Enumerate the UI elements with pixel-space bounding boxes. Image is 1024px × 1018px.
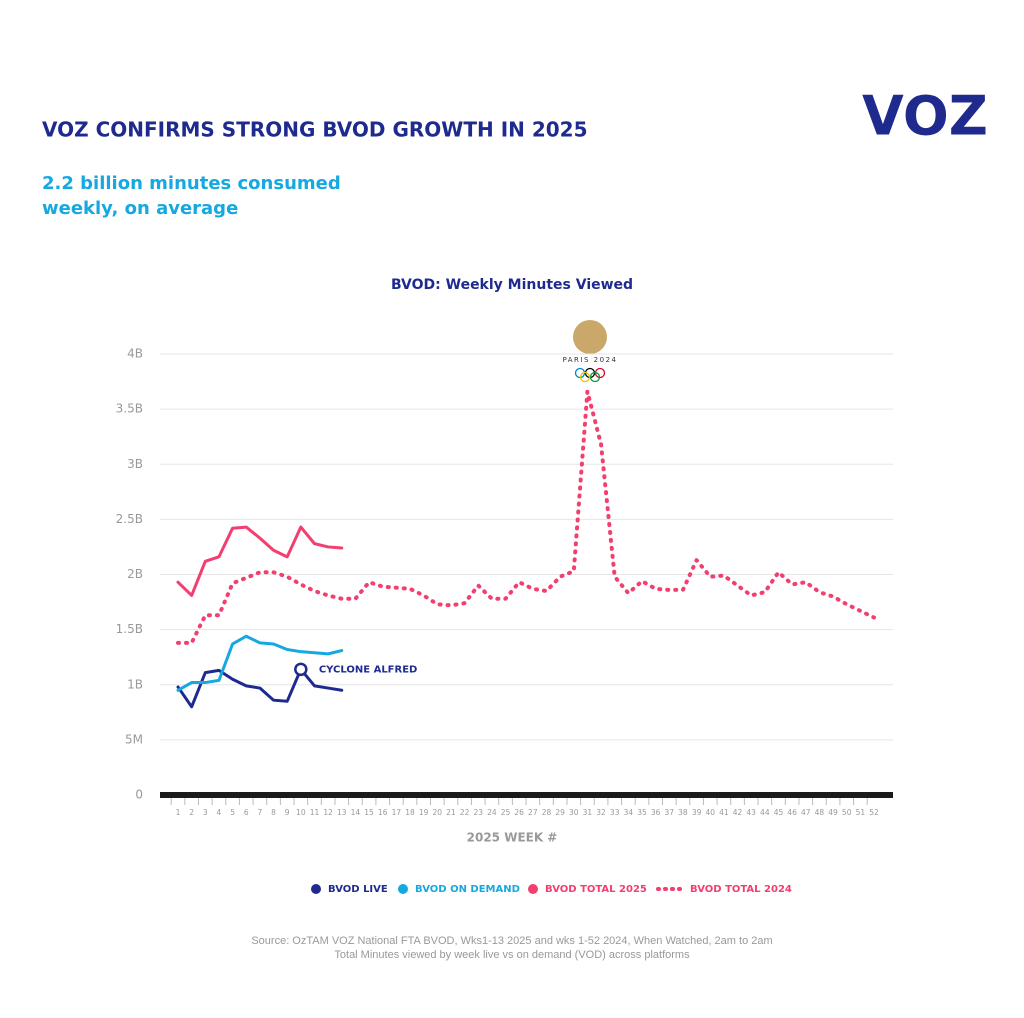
x-tick-label: 12 (323, 808, 333, 817)
title: VOZ CONFIRMS STRONG BVOD GROWTH IN 2025 (42, 118, 588, 142)
x-tick-label: 22 (460, 808, 470, 817)
source: Total Minutes viewed by week live vs on … (334, 949, 690, 961)
x-tick-label: 3 (203, 808, 208, 817)
logo: VOZ (862, 85, 988, 148)
x-tick-label: 40 (705, 808, 715, 817)
y-tick-label: 1B (127, 677, 143, 691)
x-tick-label: 35 (637, 808, 647, 817)
x-tick-label: 17 (392, 808, 402, 817)
x-tick-label: 47 (801, 808, 811, 817)
x-tick-label: 18 (405, 808, 415, 817)
x-tick-label: 23 (473, 808, 483, 817)
x-tick-label: 41 (719, 808, 729, 817)
x-tick-label: 36 (651, 808, 661, 817)
olympic-logo (573, 320, 607, 383)
x-tick-label: 16 (378, 808, 388, 817)
y-tick-label: 5M (125, 732, 143, 746)
x-tick-label: 25 (501, 808, 511, 817)
logo-medal (573, 320, 607, 354)
x-tick-label: 26 (514, 808, 524, 817)
x-tick-label: 52 (869, 808, 879, 817)
annotation: PARIS 2024 (563, 356, 618, 364)
x-tick-label: 19 (419, 808, 429, 817)
legend-swatch (398, 884, 408, 894)
legend-label: BVOD TOTAL 2025 (545, 884, 647, 895)
x-tick-label: 50 (842, 808, 852, 817)
x-tick-label: 33 (610, 808, 620, 817)
x-tick-label: 38 (678, 808, 688, 817)
x-tick-label: 5 (230, 808, 235, 817)
x-tick-label: 7 (257, 808, 262, 817)
line-series (176, 389, 876, 645)
legend-swatch (311, 884, 321, 894)
x-tick-label: 14 (351, 808, 361, 817)
legend-swatch (528, 884, 538, 894)
x-tick-label: 43 (746, 808, 756, 817)
x-tick-label: 1 (176, 808, 181, 817)
y-tick-label: 3B (127, 457, 143, 471)
y-tick-label: 2.5B (116, 512, 143, 526)
legend-label: BVOD TOTAL 2024 (690, 884, 792, 895)
x-tick-label: 10 (296, 808, 306, 817)
y-tick-label: 1.5B (116, 622, 143, 636)
legend-label: BVOD LIVE (328, 884, 388, 895)
line-series (176, 667, 344, 709)
x-tick-label: 45 (774, 808, 784, 817)
x-tick-label: 28 (542, 808, 552, 817)
rings (574, 367, 606, 383)
x-tick-label: 24 (487, 808, 497, 817)
x-tick-label: 4 (217, 808, 222, 817)
subtitle-line: 2.2 billion minutes consumed (42, 173, 341, 194)
x-axis-label: 2025 WEEK # (467, 831, 558, 845)
x-tick-label: 21 (446, 808, 456, 817)
x-tick-label: 6 (244, 808, 249, 817)
source: Source: OzTAM VOZ National FTA BVOD, Wks… (251, 935, 772, 947)
x-tick-label: 49 (828, 808, 838, 817)
annotation-marker (294, 662, 308, 677)
line-series (176, 525, 344, 597)
x-tick-label: 44 (760, 808, 770, 817)
x-tick-label: 39 (692, 808, 702, 817)
x-tick-label: 30 (569, 808, 579, 817)
x-tick-label: 9 (285, 808, 290, 817)
x-tick-label: 51 (856, 808, 866, 817)
line-series (176, 634, 344, 692)
legend-label: BVOD ON DEMAND (415, 884, 520, 895)
subtitle-line: weekly, on average (42, 198, 238, 219)
y-tick-label: 0 (135, 788, 143, 802)
y-tick-label: 4B (127, 347, 143, 361)
x-tick-label: 20 (433, 808, 443, 817)
x-tick-label: 34 (624, 808, 634, 817)
x-tick-label: 37 (665, 808, 675, 817)
x-tick-label: 32 (596, 808, 606, 817)
y-tick-label: 3.5B (116, 402, 143, 416)
x-tick-label: 27 (528, 808, 538, 817)
y-tick-label: 2B (127, 567, 143, 581)
x-tick-label: 48 (815, 808, 825, 817)
x-tick-label: 46 (787, 808, 797, 817)
x-tick-label: 42 (733, 808, 743, 817)
annotation: CYCLONE ALFRED (319, 664, 418, 675)
x-tick-label: 13 (337, 808, 347, 817)
x-tick-label: 31 (583, 808, 593, 817)
x-tick-label: 2 (189, 808, 194, 817)
chart-title: BVOD: Weekly Minutes Viewed (391, 277, 633, 293)
x-tick-label: 8 (271, 808, 276, 817)
x-tick-label: 11 (310, 808, 320, 817)
x-tick-label: 15 (364, 808, 374, 817)
x-tick-label: 29 (555, 808, 565, 817)
